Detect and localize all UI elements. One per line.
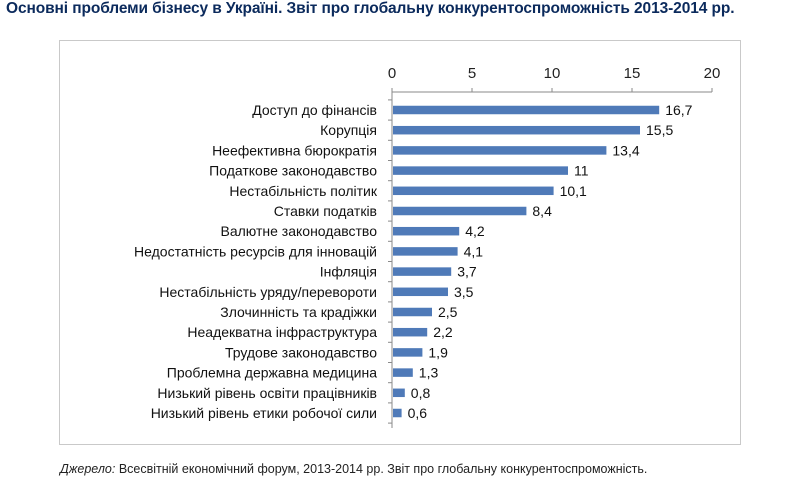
category-label: Доступ до фінансів xyxy=(252,102,377,118)
source-note: Джерело: Всесвітній економічний форум, 2… xyxy=(60,462,647,476)
x-tick-label: 0 xyxy=(388,65,396,82)
data-label: 11 xyxy=(574,163,589,179)
bar xyxy=(393,125,640,135)
x-tick-label: 15 xyxy=(624,65,641,82)
data-label: 13,4 xyxy=(612,142,639,158)
category-label: Нестабільність політик xyxy=(229,183,378,199)
data-label: 4,2 xyxy=(465,223,485,239)
data-label: 3,5 xyxy=(454,284,474,300)
bar xyxy=(393,186,554,196)
source-label: Джерело: xyxy=(60,462,116,476)
bar xyxy=(393,327,428,337)
bar xyxy=(393,287,448,297)
category-label: Неадекватна інфраструктура xyxy=(187,324,377,340)
category-label: Низький рівень освіти працівників xyxy=(157,385,377,401)
x-tick-label: 5 xyxy=(468,65,476,82)
bar xyxy=(393,166,568,175)
category-label: Ставки податків xyxy=(274,203,377,219)
data-label: 1,9 xyxy=(428,344,448,360)
bar xyxy=(393,226,460,236)
data-label: 3,7 xyxy=(457,264,477,280)
data-label: 4,1 xyxy=(464,243,484,259)
bar xyxy=(393,388,405,398)
category-label: Трудове законодавство xyxy=(225,344,377,360)
data-label: 2,2 xyxy=(433,324,453,340)
category-label: Податкове законодавство xyxy=(209,163,377,179)
bar xyxy=(393,146,607,155)
category-label: Низький рівень етики робочої сили xyxy=(151,405,377,421)
category-label: Проблемна державна медицина xyxy=(167,365,377,381)
category-label: Валютне законодавство xyxy=(220,223,377,239)
data-label: 1,3 xyxy=(419,365,439,381)
bar xyxy=(393,348,423,357)
data-label: 2,5 xyxy=(438,304,458,320)
category-label: Неефективна бюрократія xyxy=(212,142,377,158)
category-label: Недостатність ресурсів для інновацій xyxy=(134,243,377,259)
data-label: 15,5 xyxy=(646,122,673,138)
bar xyxy=(393,267,452,276)
bar xyxy=(393,307,432,317)
data-label: 0,8 xyxy=(411,385,431,401)
category-label: Корупція xyxy=(320,122,377,138)
data-label: 0,6 xyxy=(408,405,428,421)
category-label: Інфляція xyxy=(320,264,377,280)
bar xyxy=(393,206,527,216)
bar xyxy=(393,247,458,256)
data-label: 10,1 xyxy=(560,183,587,199)
source-text: Всесвітній економічний форум, 2013-2014 … xyxy=(118,462,648,476)
bar xyxy=(393,368,413,377)
x-tick-label: 10 xyxy=(544,65,561,82)
data-label: 16,7 xyxy=(665,102,692,118)
bar xyxy=(393,105,660,115)
bar xyxy=(393,408,402,418)
x-tick-label: 20 xyxy=(704,65,721,82)
chart-title: Основні проблеми бізнесу в Україні. Звіт… xyxy=(6,0,735,17)
category-label: Нестабільність уряду/перевороти xyxy=(159,284,377,300)
category-label: Злочинність та крадіжки xyxy=(220,304,377,320)
data-label: 8,4 xyxy=(532,203,552,219)
